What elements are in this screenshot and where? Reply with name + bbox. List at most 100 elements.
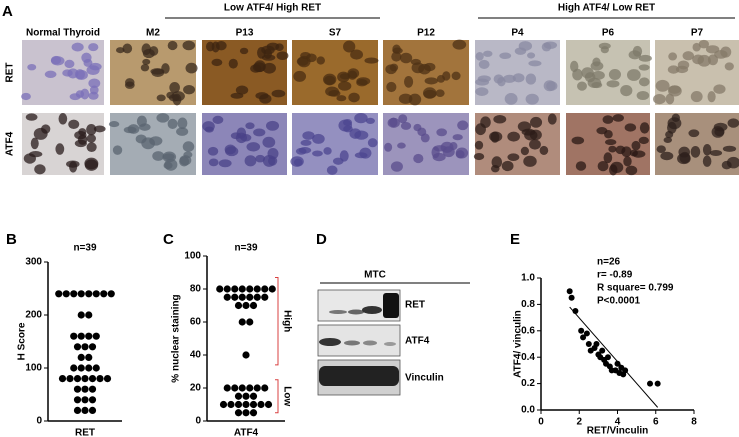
western-blot [317,282,470,396]
nucleus [339,73,351,80]
point [580,334,587,341]
dot [77,332,85,340]
nucleus [386,81,397,93]
nucleus [422,87,437,99]
nucleus [169,81,180,94]
nucleus [726,156,739,169]
nucleus [722,145,737,152]
nucleus [713,122,728,132]
nucleus [28,151,43,158]
band-label: RET [405,300,425,311]
nucleus [501,160,514,172]
nucleus [259,94,272,104]
panel-label: A [2,3,13,20]
dot [246,318,254,326]
bracket-label: Low [281,386,292,406]
y-tick-label: 20 [190,383,202,394]
nucleus [276,51,289,60]
nucleus [638,54,652,62]
dot [77,353,85,361]
nucleus [332,157,344,165]
nucleus [575,161,587,171]
x-tick-label: 2 [576,417,582,428]
x-tick-label: 4 [615,417,621,428]
y-tick-label: 0.0 [521,405,535,416]
nucleus [149,136,163,146]
nucleus [625,165,638,176]
nucleus [390,161,403,172]
nucleus [697,54,711,67]
nucleus [440,141,454,153]
micrograph [202,113,287,175]
nucleus [257,46,266,59]
dot [66,375,74,383]
nucleus [624,123,637,132]
trend-line [569,306,659,408]
column-label: P7 [691,28,704,39]
band-label: ATF4 [405,336,430,347]
nucleus [167,40,178,51]
row-label: RET [5,63,16,83]
nucleus [499,52,512,60]
nucleus [656,145,666,153]
dot [70,364,78,372]
nucleus [452,134,463,141]
nucleus [235,85,249,95]
nucleus [122,43,133,54]
nucleus [71,42,84,52]
dot [268,285,276,293]
dot [242,409,250,417]
nucleus [58,113,68,125]
nucleus [584,72,596,83]
nucleus [473,153,485,161]
y-tick-label: 40 [190,350,202,361]
nucleus [108,121,120,128]
dot [96,375,104,383]
dot [249,301,258,310]
nucleus [246,142,261,152]
micrograph [292,40,379,105]
y-axis-label: ATF4/ vinculin [513,310,524,378]
nucleus [705,45,720,54]
dot [55,290,63,298]
dot [231,285,239,293]
dot [257,400,265,409]
nucleus [183,151,193,159]
nucleus [478,59,490,70]
y-tick-label: 1.0 [521,273,535,284]
nucleus [597,160,609,172]
dot [264,400,273,409]
nucleus [577,81,587,91]
nucleus [253,128,266,137]
nucleus [55,143,65,155]
nucleus [182,40,196,51]
nucleus [629,149,638,157]
x-tick-label: 8 [691,417,697,428]
y-tick-label: 100 [25,363,42,374]
nucleus [608,145,617,153]
nucleus [325,86,340,97]
nucleus [265,120,280,131]
nucleus [398,93,413,104]
nucleus [125,78,135,87]
nucleus [152,151,165,161]
nucleus [176,127,189,136]
nucleus [69,93,81,101]
nucleus [612,114,624,122]
nucleus [474,140,484,150]
nucleus [348,92,360,103]
dot [77,364,85,372]
dot [77,311,85,319]
nucleus [208,158,219,167]
y-tick-label: 60 [190,317,202,328]
nucleus [639,122,650,134]
nucleus [663,136,673,144]
column-label: Normal Thyroid [26,28,100,39]
nucleus [88,78,101,88]
y-tick-label: 100 [184,251,201,262]
nucleus [266,42,280,51]
nucleus [343,118,353,127]
nucleus [25,113,38,121]
nucleus [543,80,556,92]
